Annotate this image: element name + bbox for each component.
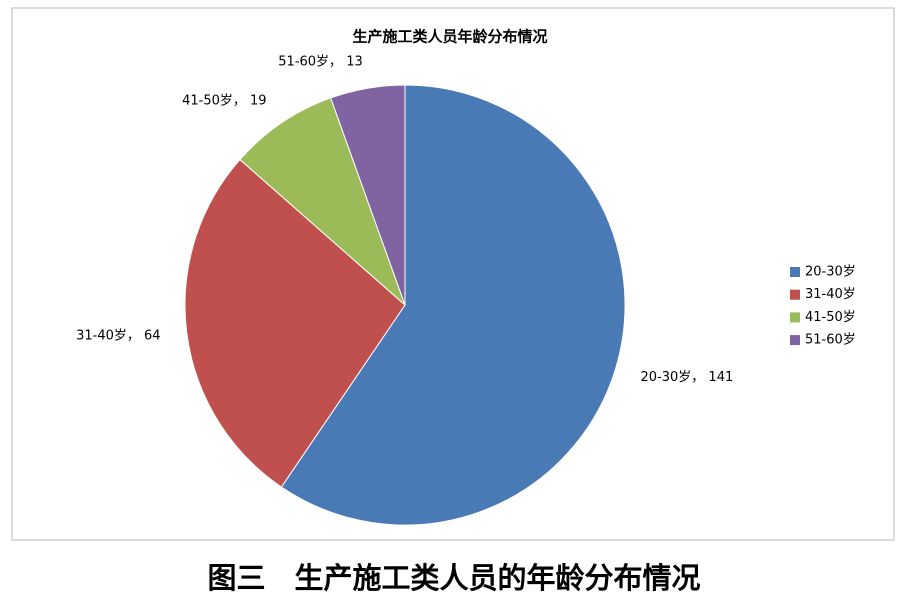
pie-slice: [280, 84, 626, 526]
legend-swatch: [790, 267, 800, 277]
legend-label: 51-60岁: [805, 333, 856, 348]
data-label: 41-50岁， 19: [182, 94, 266, 109]
data-label: 51-60岁， 13: [278, 55, 362, 70]
pie-slice: [239, 97, 406, 306]
data-label: 20-30岁， 141: [641, 370, 734, 385]
legend-swatch: [790, 335, 800, 346]
data-label: 31-40岁， 64: [76, 328, 160, 343]
legend-swatch: [790, 289, 800, 300]
legend-label: 31-40岁: [805, 287, 856, 302]
pie-slice: [330, 84, 406, 306]
legend-label: 41-50岁: [805, 310, 856, 325]
chart-title: 生产施工类人员年龄分布情况: [352, 28, 547, 46]
legend-swatch: [790, 312, 800, 323]
pie-slice: [184, 158, 406, 488]
legend-label: 20-30岁: [805, 265, 856, 280]
caption: 图三 生产施工类人员的年龄分布情况: [207, 561, 700, 595]
